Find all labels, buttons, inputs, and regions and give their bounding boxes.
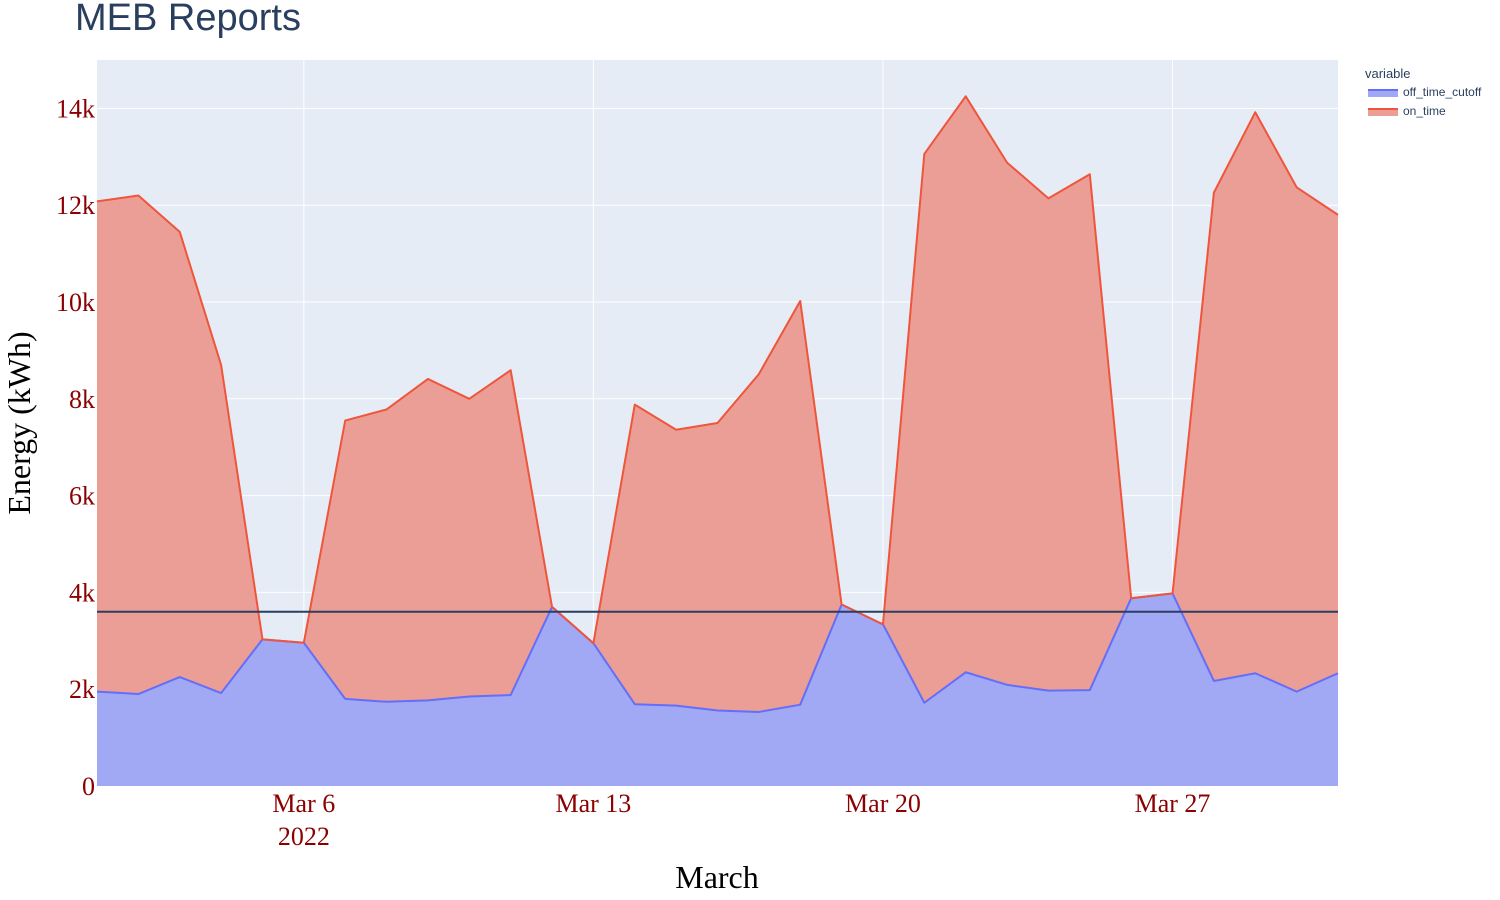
y-tick-label: 14k: [56, 94, 95, 123]
y-tick-label: 0: [82, 772, 95, 801]
legend-items[interactable]: off_time_cutoff on_time: [1368, 85, 1482, 118]
y-tick-label: 10k: [56, 288, 95, 317]
chart-title: MEB Reports: [75, 0, 301, 39]
y-tick-label: 8k: [69, 385, 95, 414]
legend-swatch-fill: [1368, 109, 1398, 116]
series-areas: [96, 95, 1339, 786]
x-axis-title: March: [675, 859, 759, 895]
on-time-area: [97, 96, 1338, 712]
legend-label: off_time_cutoff: [1403, 85, 1482, 99]
legend-label: on_time: [1403, 104, 1446, 118]
x-tick-label: Mar 20: [845, 789, 921, 818]
y-tick-label: 6k: [69, 482, 95, 511]
y-tick-label: 12k: [56, 191, 95, 220]
x-axis-ticks: Mar 6 2022 Mar 13 Mar 20 Mar 27: [272, 789, 1210, 851]
legend[interactable]: variable off_time_cutoff on_time: [1365, 66, 1482, 118]
y-axis-title: Energy (kWh): [1, 331, 37, 514]
x-tick-label: Mar 27: [1135, 789, 1211, 818]
legend-title: variable: [1365, 66, 1411, 81]
x-tick-year-label: 2022: [278, 822, 330, 851]
on-time-line: [96, 95, 1339, 645]
y-axis-ticks: 0 2k 4k 6k 8k 10k 12k 14k: [56, 94, 95, 801]
off-time-cutoff-area: [97, 593, 1338, 786]
legend-swatch-fill: [1368, 90, 1398, 97]
x-tick-label: Mar 13: [555, 789, 631, 818]
legend-item-off-time-cutoff[interactable]: off_time_cutoff: [1368, 85, 1482, 99]
y-tick-label: 4k: [69, 578, 95, 607]
legend-item-on-time[interactable]: on_time: [1368, 104, 1446, 118]
x-tick-label: Mar 6: [272, 789, 335, 818]
y-tick-label: 2k: [69, 675, 95, 704]
